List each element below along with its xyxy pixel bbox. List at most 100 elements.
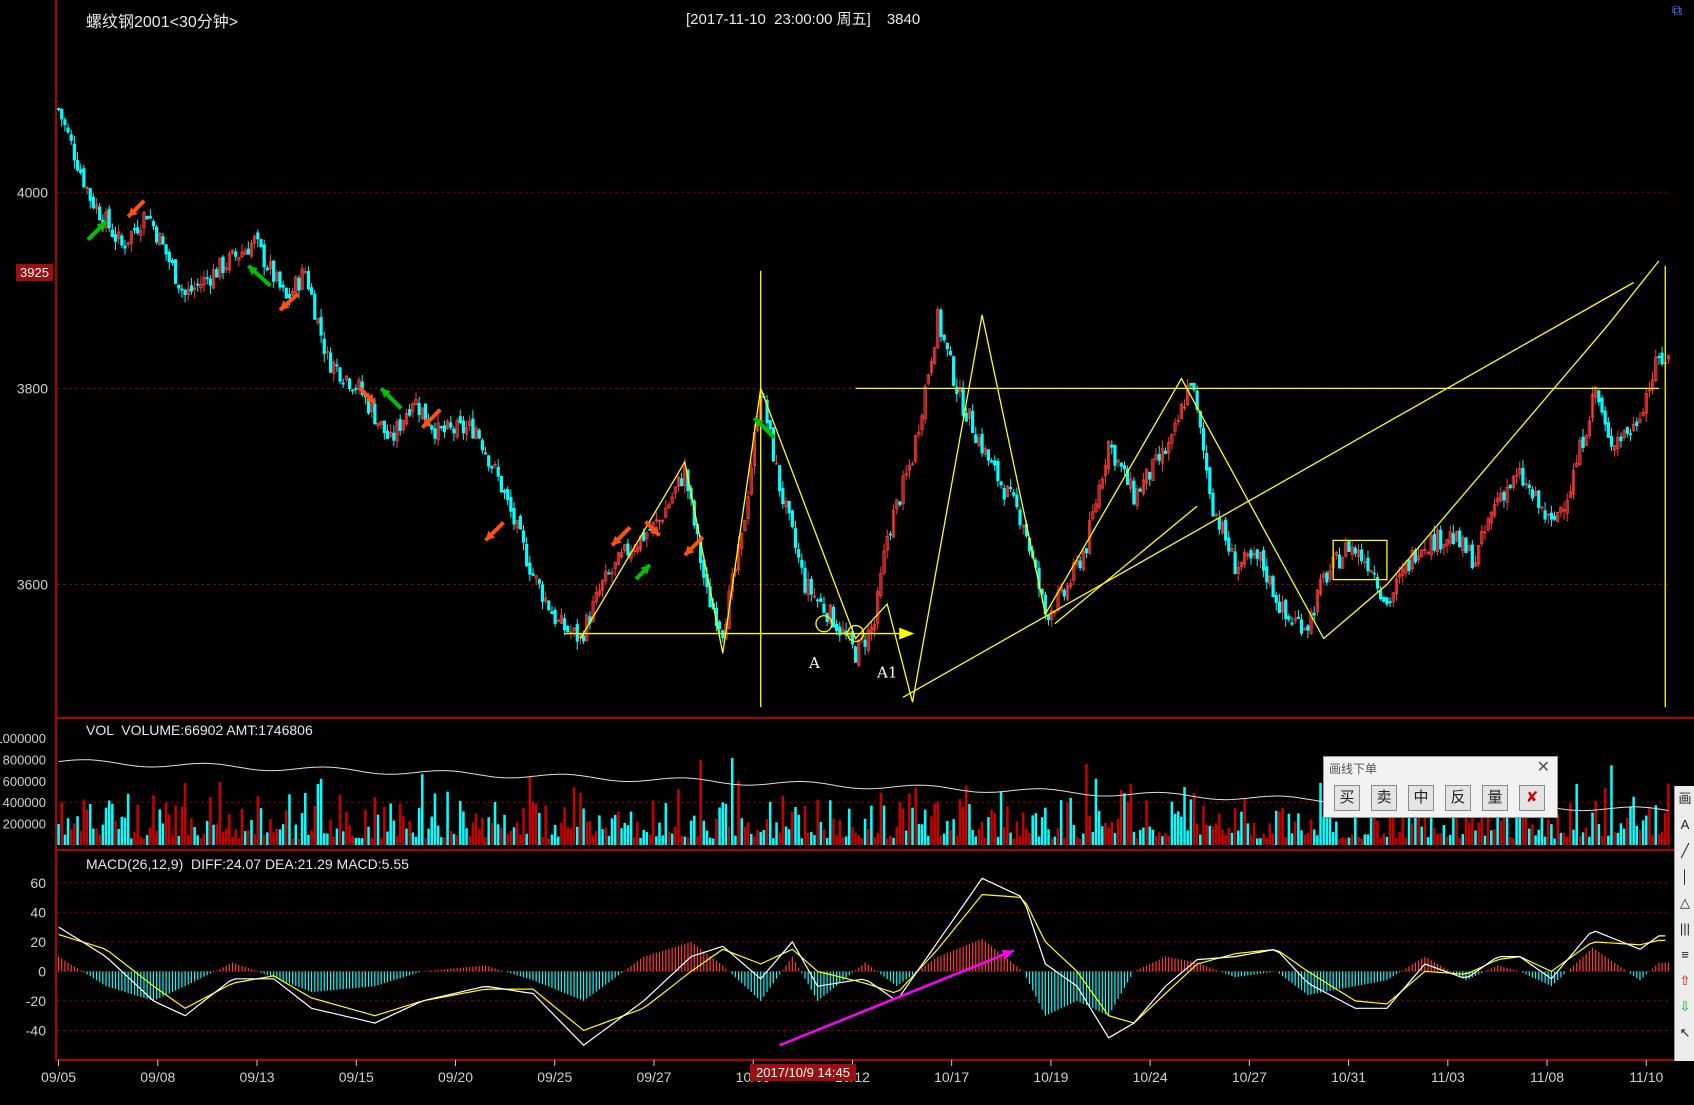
vline-tool-icon[interactable]: │ <box>1680 869 1690 884</box>
volume-bar <box>591 835 595 845</box>
buy-button[interactable]: 买 <box>1334 785 1360 811</box>
candle-body <box>1540 506 1544 509</box>
candle-body <box>1176 419 1180 422</box>
volume-bar <box>670 833 674 845</box>
cancel-order-icon[interactable]: ✘ <box>1519 785 1545 811</box>
drawing-toolbar: 画 A ╱ │ △ ||| ≡ ⇧ ⇩ ↖ <box>1674 786 1694 1061</box>
text-tool-icon[interactable]: A <box>1680 817 1690 832</box>
volume-bar <box>1553 838 1556 845</box>
volume-bar <box>1474 830 1477 845</box>
candle-body <box>559 615 564 625</box>
volume-bar <box>481 818 484 845</box>
volume-bar <box>307 834 310 845</box>
volume-bar <box>446 791 449 845</box>
candle-body <box>920 415 924 430</box>
candle-body <box>167 251 171 262</box>
volume-bar <box>1176 811 1180 845</box>
candle-body <box>974 434 978 444</box>
line-tool-icon[interactable]: ╱ <box>1681 843 1689 858</box>
triangle-tool-icon[interactable]: △ <box>1680 895 1690 910</box>
candle-body <box>215 269 219 278</box>
down-arrow-tool-icon[interactable]: ⇩ <box>1679 999 1691 1014</box>
volume-bar <box>1135 837 1139 845</box>
orange-arrow-icon <box>126 199 146 219</box>
candle-body <box>1287 616 1291 620</box>
volume-bar <box>1078 838 1082 845</box>
candle-body <box>1499 492 1503 502</box>
volume-bar <box>1312 829 1316 845</box>
volume-bar <box>759 831 762 845</box>
volume-bar <box>721 802 725 845</box>
close-icon[interactable]: ✕ <box>1536 759 1550 776</box>
volume-bar <box>1047 829 1050 845</box>
volume-bar <box>933 803 936 845</box>
candle-body <box>740 532 744 549</box>
candle-body <box>853 646 858 663</box>
volume-bar <box>1357 836 1360 845</box>
volume-bar <box>1641 820 1645 845</box>
candle-body <box>1107 441 1111 470</box>
pointer-tool-icon[interactable]: ↖ <box>1679 1025 1691 1040</box>
candle-body <box>563 618 567 631</box>
candle-body <box>344 375 348 381</box>
candle-body <box>904 472 908 476</box>
candle-body <box>619 552 624 557</box>
candle-body <box>556 619 560 622</box>
volume-bar <box>1021 812 1025 845</box>
candle-body <box>1502 491 1506 501</box>
restore-icon[interactable]: ⧉ <box>1672 2 1682 18</box>
volume-bar <box>1546 818 1550 845</box>
gann-tool-icon[interactable]: ||| <box>1679 921 1691 936</box>
macd-header: MACD(26,12,9) DIFF:24.07 DEA:21.29 MACD:… <box>86 856 409 872</box>
candle-body <box>1328 570 1332 580</box>
volume-bar <box>392 820 396 845</box>
volume-bar <box>772 838 775 845</box>
candle-body <box>999 481 1003 486</box>
candle-body <box>1480 530 1484 545</box>
volume-bar <box>348 825 351 845</box>
volume-bar <box>373 797 377 845</box>
candle-body <box>420 407 424 419</box>
price-tick-label: 3600 <box>17 577 48 593</box>
volume-bar <box>1629 806 1632 845</box>
candle-body <box>1530 489 1535 499</box>
candle-body <box>933 347 937 365</box>
orange-arrow-icon <box>420 408 442 430</box>
volume-bar <box>158 809 162 845</box>
volume-bar <box>1347 837 1351 845</box>
candle-body <box>746 496 750 519</box>
candle-body <box>325 351 330 353</box>
volume-bar <box>1119 789 1123 845</box>
volume-bar <box>196 835 200 845</box>
candle-body <box>1613 445 1617 451</box>
volume-bar <box>402 816 405 845</box>
candle-body <box>607 572 611 575</box>
channel-tool-icon[interactable]: ≡ <box>1681 947 1689 962</box>
reverse-button[interactable]: 反 <box>1445 785 1471 811</box>
volume-bar <box>1550 824 1553 845</box>
candle-body <box>1461 536 1465 552</box>
candle-body <box>936 308 940 348</box>
drawing-order-panel[interactable]: 画线下单 ✕ 买 卖 中 反 量 ✘ <box>1323 756 1558 818</box>
sell-button[interactable]: 卖 <box>1371 785 1397 811</box>
date-tick-label: 09/13 <box>240 1069 275 1085</box>
volume-bar <box>892 837 895 845</box>
candle-body <box>1363 561 1367 564</box>
volume-bar <box>155 830 158 845</box>
volume-bar <box>262 834 266 845</box>
volume-bar <box>1218 813 1221 845</box>
volume-bar <box>114 820 117 845</box>
candle-body <box>104 211 108 229</box>
candle-body <box>1299 619 1304 634</box>
date-tick-label: 09/27 <box>636 1069 671 1085</box>
volume-bar <box>1404 837 1408 845</box>
volume-bar <box>266 832 269 845</box>
candle-body <box>1496 497 1500 503</box>
up-arrow-tool-icon[interactable]: ⇧ <box>1679 973 1691 988</box>
volume-bar <box>424 837 427 845</box>
close-position-button[interactable]: 中 <box>1408 785 1434 811</box>
candle-body <box>1224 519 1228 541</box>
quantity-button[interactable]: 量 <box>1482 785 1508 811</box>
panel-title: 画线下单 <box>1329 762 1378 776</box>
